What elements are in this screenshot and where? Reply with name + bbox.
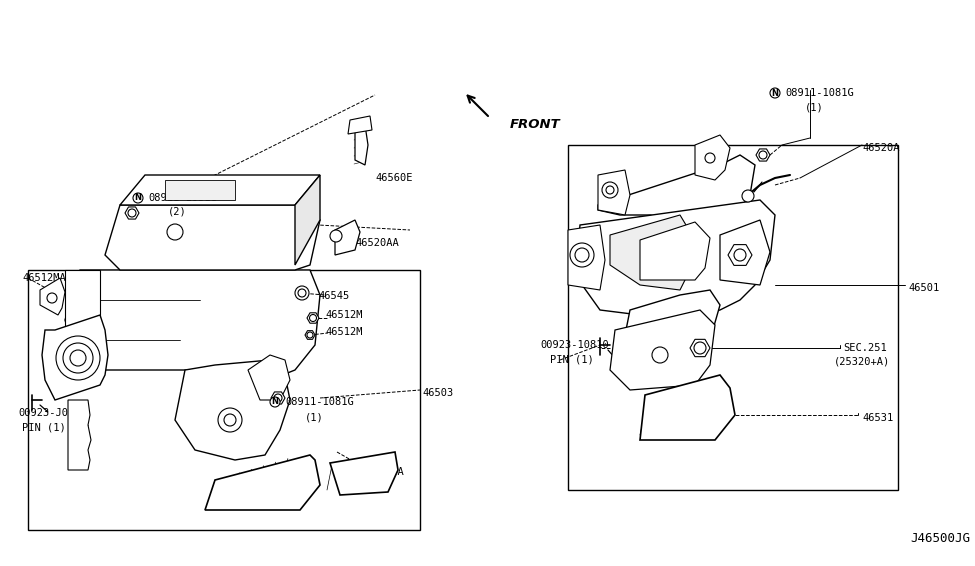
Text: 46520AA: 46520AA xyxy=(355,238,399,248)
Circle shape xyxy=(330,230,342,242)
Polygon shape xyxy=(598,155,755,225)
Circle shape xyxy=(298,289,306,297)
Text: 08911-1081G: 08911-1081G xyxy=(285,397,354,407)
Circle shape xyxy=(694,342,706,354)
Circle shape xyxy=(575,248,589,262)
Polygon shape xyxy=(295,175,320,265)
Text: 46531: 46531 xyxy=(862,413,893,423)
Text: 46501: 46501 xyxy=(908,283,939,293)
Text: FRONT: FRONT xyxy=(510,118,561,131)
Circle shape xyxy=(167,224,183,240)
Text: 46512M: 46512M xyxy=(325,327,363,337)
Text: 46560E: 46560E xyxy=(375,173,412,183)
Text: (2): (2) xyxy=(168,207,187,217)
Circle shape xyxy=(224,414,236,426)
Circle shape xyxy=(307,332,313,338)
Text: 46545: 46545 xyxy=(318,291,349,301)
Circle shape xyxy=(295,286,309,300)
Text: (25320+A): (25320+A) xyxy=(834,357,890,367)
Text: 46503: 46503 xyxy=(422,388,453,398)
Polygon shape xyxy=(125,207,139,219)
Polygon shape xyxy=(610,310,715,390)
Circle shape xyxy=(734,249,746,261)
Polygon shape xyxy=(68,400,91,470)
Circle shape xyxy=(133,193,143,203)
Polygon shape xyxy=(690,340,710,357)
Polygon shape xyxy=(568,225,605,290)
Circle shape xyxy=(602,182,618,198)
Polygon shape xyxy=(42,315,108,400)
Text: 00923-10810: 00923-10810 xyxy=(540,340,608,350)
Polygon shape xyxy=(348,116,372,134)
Polygon shape xyxy=(720,220,770,285)
Text: 46512MA: 46512MA xyxy=(22,273,65,283)
Circle shape xyxy=(63,343,93,373)
Circle shape xyxy=(47,293,57,303)
Polygon shape xyxy=(598,170,630,215)
Polygon shape xyxy=(728,245,752,265)
Text: N: N xyxy=(135,194,141,203)
Polygon shape xyxy=(575,200,775,315)
Text: PIN (1): PIN (1) xyxy=(550,355,594,365)
Text: (1): (1) xyxy=(805,103,824,113)
Circle shape xyxy=(70,350,86,366)
Bar xyxy=(28,270,420,530)
Polygon shape xyxy=(65,270,320,380)
Polygon shape xyxy=(120,175,320,205)
Text: 08911-1081G: 08911-1081G xyxy=(148,193,216,203)
Circle shape xyxy=(128,209,136,217)
Circle shape xyxy=(759,151,767,159)
Circle shape xyxy=(274,394,282,402)
Text: 46512M: 46512M xyxy=(325,310,363,320)
Polygon shape xyxy=(335,220,360,255)
Polygon shape xyxy=(305,331,315,340)
Polygon shape xyxy=(248,355,290,400)
Polygon shape xyxy=(40,278,65,315)
Circle shape xyxy=(270,397,280,407)
Bar xyxy=(568,145,898,490)
Polygon shape xyxy=(640,375,735,440)
Polygon shape xyxy=(610,215,695,290)
Text: 00923-J0810: 00923-J0810 xyxy=(18,408,87,418)
Text: 46531+A: 46531+A xyxy=(360,467,404,477)
Circle shape xyxy=(770,88,780,98)
Polygon shape xyxy=(65,270,100,380)
Polygon shape xyxy=(355,125,368,165)
Polygon shape xyxy=(695,135,730,180)
Polygon shape xyxy=(620,290,720,380)
Circle shape xyxy=(56,336,100,380)
Polygon shape xyxy=(640,222,710,280)
Text: SEC.251: SEC.251 xyxy=(843,343,886,353)
Text: J46500JG: J46500JG xyxy=(910,531,970,544)
Circle shape xyxy=(742,190,754,202)
Text: PIN (1): PIN (1) xyxy=(22,422,65,432)
Text: N: N xyxy=(771,88,778,97)
Polygon shape xyxy=(105,205,320,270)
Polygon shape xyxy=(205,455,320,510)
Bar xyxy=(165,180,235,200)
Polygon shape xyxy=(271,392,285,404)
Text: 08911-1081G: 08911-1081G xyxy=(785,88,854,98)
Circle shape xyxy=(705,153,715,163)
Circle shape xyxy=(606,186,614,194)
Polygon shape xyxy=(307,313,319,323)
Text: (1): (1) xyxy=(305,412,324,422)
Polygon shape xyxy=(175,360,290,460)
Circle shape xyxy=(309,315,317,321)
Text: N: N xyxy=(271,397,279,406)
Polygon shape xyxy=(756,149,770,161)
Circle shape xyxy=(652,347,668,363)
Text: 46520A: 46520A xyxy=(862,143,900,153)
Circle shape xyxy=(218,408,242,432)
Circle shape xyxy=(570,243,594,267)
Polygon shape xyxy=(330,452,398,495)
